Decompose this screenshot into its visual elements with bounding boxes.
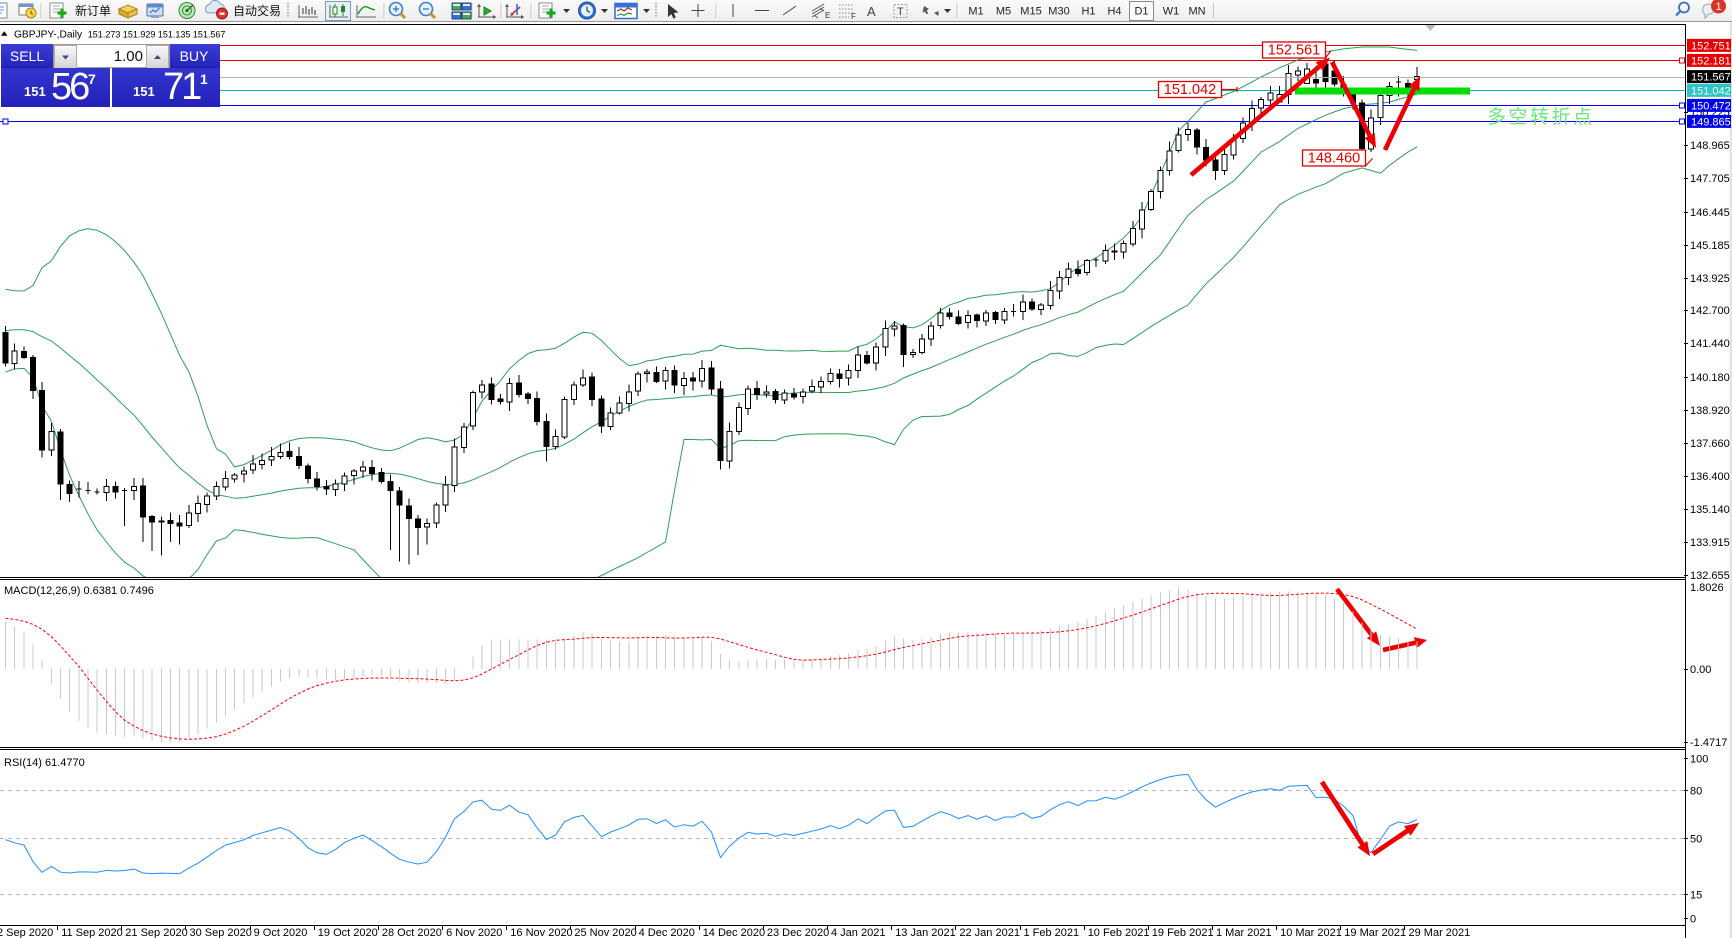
- svg-text:152.561: 152.561: [1268, 43, 1320, 59]
- svg-text:147.705: 147.705: [1690, 173, 1730, 185]
- svg-text:1 Feb 2021: 1 Feb 2021: [1024, 927, 1080, 938]
- svg-text:150.472: 150.472: [1691, 100, 1731, 112]
- svg-text:151.567: 151.567: [1691, 72, 1731, 84]
- svg-text:148.965: 148.965: [1690, 140, 1730, 152]
- svg-text:15: 15: [1690, 890, 1702, 902]
- svg-text:142.700: 142.700: [1690, 305, 1730, 317]
- svg-text:50: 50: [1690, 834, 1702, 846]
- svg-text:19 Feb 2021: 19 Feb 2021: [1152, 927, 1214, 938]
- svg-text:10 Feb 2021: 10 Feb 2021: [1088, 927, 1150, 938]
- svg-text:W1: W1: [1163, 6, 1180, 18]
- svg-text:2 Sep 2020: 2 Sep 2020: [0, 927, 53, 938]
- svg-text:148.460: 148.460: [1308, 151, 1360, 167]
- svg-text:133.915: 133.915: [1690, 537, 1730, 549]
- svg-text:H1: H1: [1081, 6, 1095, 18]
- svg-text:16 Nov 2020: 16 Nov 2020: [510, 927, 572, 938]
- svg-text:138.920: 138.920: [1690, 405, 1730, 417]
- svg-text:F: F: [851, 12, 856, 21]
- svg-text:自动交易: 自动交易: [233, 3, 281, 18]
- svg-text:25 Nov 2020: 25 Nov 2020: [574, 927, 636, 938]
- svg-text:140.180: 140.180: [1690, 372, 1730, 384]
- svg-text:13 Jan 2021: 13 Jan 2021: [895, 927, 956, 938]
- svg-text:146.445: 146.445: [1690, 207, 1730, 219]
- svg-text:23 Dec 2020: 23 Dec 2020: [767, 927, 829, 938]
- svg-text:141.440: 141.440: [1690, 338, 1730, 350]
- svg-text:21 Sep 2020: 21 Sep 2020: [125, 927, 187, 938]
- svg-text:132.655: 132.655: [1690, 570, 1730, 582]
- svg-text:29 Mar 2021: 29 Mar 2021: [1409, 927, 1471, 938]
- svg-text:136.400: 136.400: [1690, 471, 1730, 483]
- svg-text:M1: M1: [968, 6, 983, 18]
- svg-text:1 Mar 2021: 1 Mar 2021: [1216, 927, 1272, 938]
- svg-text:22 Jan 2021: 22 Jan 2021: [959, 927, 1020, 938]
- svg-text:RSI(14) 61.4770: RSI(14) 61.4770: [4, 757, 85, 769]
- svg-text:M5: M5: [996, 6, 1011, 18]
- svg-text:100: 100: [1690, 754, 1708, 766]
- svg-text:0.00: 0.00: [1690, 664, 1711, 676]
- svg-text:0: 0: [1690, 914, 1696, 926]
- svg-text:9 Oct 2020: 9 Oct 2020: [254, 927, 308, 938]
- svg-text:80: 80: [1690, 786, 1702, 798]
- svg-text:4 Jan 2021: 4 Jan 2021: [831, 927, 885, 938]
- svg-text:151.042: 151.042: [1164, 82, 1216, 98]
- svg-text:E: E: [825, 11, 830, 20]
- svg-text:1.8026: 1.8026: [1690, 582, 1724, 594]
- svg-text:H4: H4: [1107, 6, 1121, 18]
- svg-text:MACD(12,26,9) 0.6381 0.7496: MACD(12,26,9) 0.6381 0.7496: [4, 585, 154, 597]
- svg-text:30 Sep 2020: 30 Sep 2020: [190, 927, 252, 938]
- svg-text:M30: M30: [1048, 6, 1069, 18]
- svg-text:19 Mar 2021: 19 Mar 2021: [1344, 927, 1406, 938]
- svg-text:151.042: 151.042: [1691, 85, 1731, 97]
- svg-text:4 Dec 2020: 4 Dec 2020: [639, 927, 695, 938]
- svg-text:10 Mar 2021: 10 Mar 2021: [1280, 927, 1342, 938]
- svg-text:-1.4717: -1.4717: [1690, 737, 1727, 749]
- svg-text:149.865: 149.865: [1691, 116, 1731, 128]
- svg-text:1: 1: [1715, 1, 1721, 13]
- svg-text:6 Nov 2020: 6 Nov 2020: [446, 927, 502, 938]
- svg-text:135.140: 135.140: [1690, 504, 1730, 516]
- svg-text:M15: M15: [1020, 6, 1041, 18]
- svg-text:T: T: [897, 6, 904, 18]
- svg-text:A: A: [867, 4, 876, 19]
- svg-text:11 Sep 2020: 11 Sep 2020: [61, 927, 123, 938]
- svg-text:MN: MN: [1188, 6, 1205, 18]
- svg-text:143.925: 143.925: [1690, 273, 1730, 285]
- svg-text:152.751: 152.751: [1691, 40, 1731, 52]
- svg-text:152.181: 152.181: [1691, 55, 1731, 67]
- svg-text:28 Oct 2020: 28 Oct 2020: [382, 927, 442, 938]
- svg-text:GBPJPY-,Daily 151.273 151.929: GBPJPY-,Daily 151.273 151.929 151.135 15…: [14, 30, 225, 41]
- svg-text:137.660: 137.660: [1690, 438, 1730, 450]
- svg-text:多空转折点: 多空转折点: [1487, 106, 1595, 128]
- svg-text:新订单: 新订单: [75, 3, 111, 18]
- svg-text:145.185: 145.185: [1690, 240, 1730, 252]
- svg-text:19 Oct 2020: 19 Oct 2020: [318, 927, 378, 938]
- svg-text:14 Dec 2020: 14 Dec 2020: [703, 927, 765, 938]
- svg-text:D1: D1: [1134, 6, 1148, 18]
